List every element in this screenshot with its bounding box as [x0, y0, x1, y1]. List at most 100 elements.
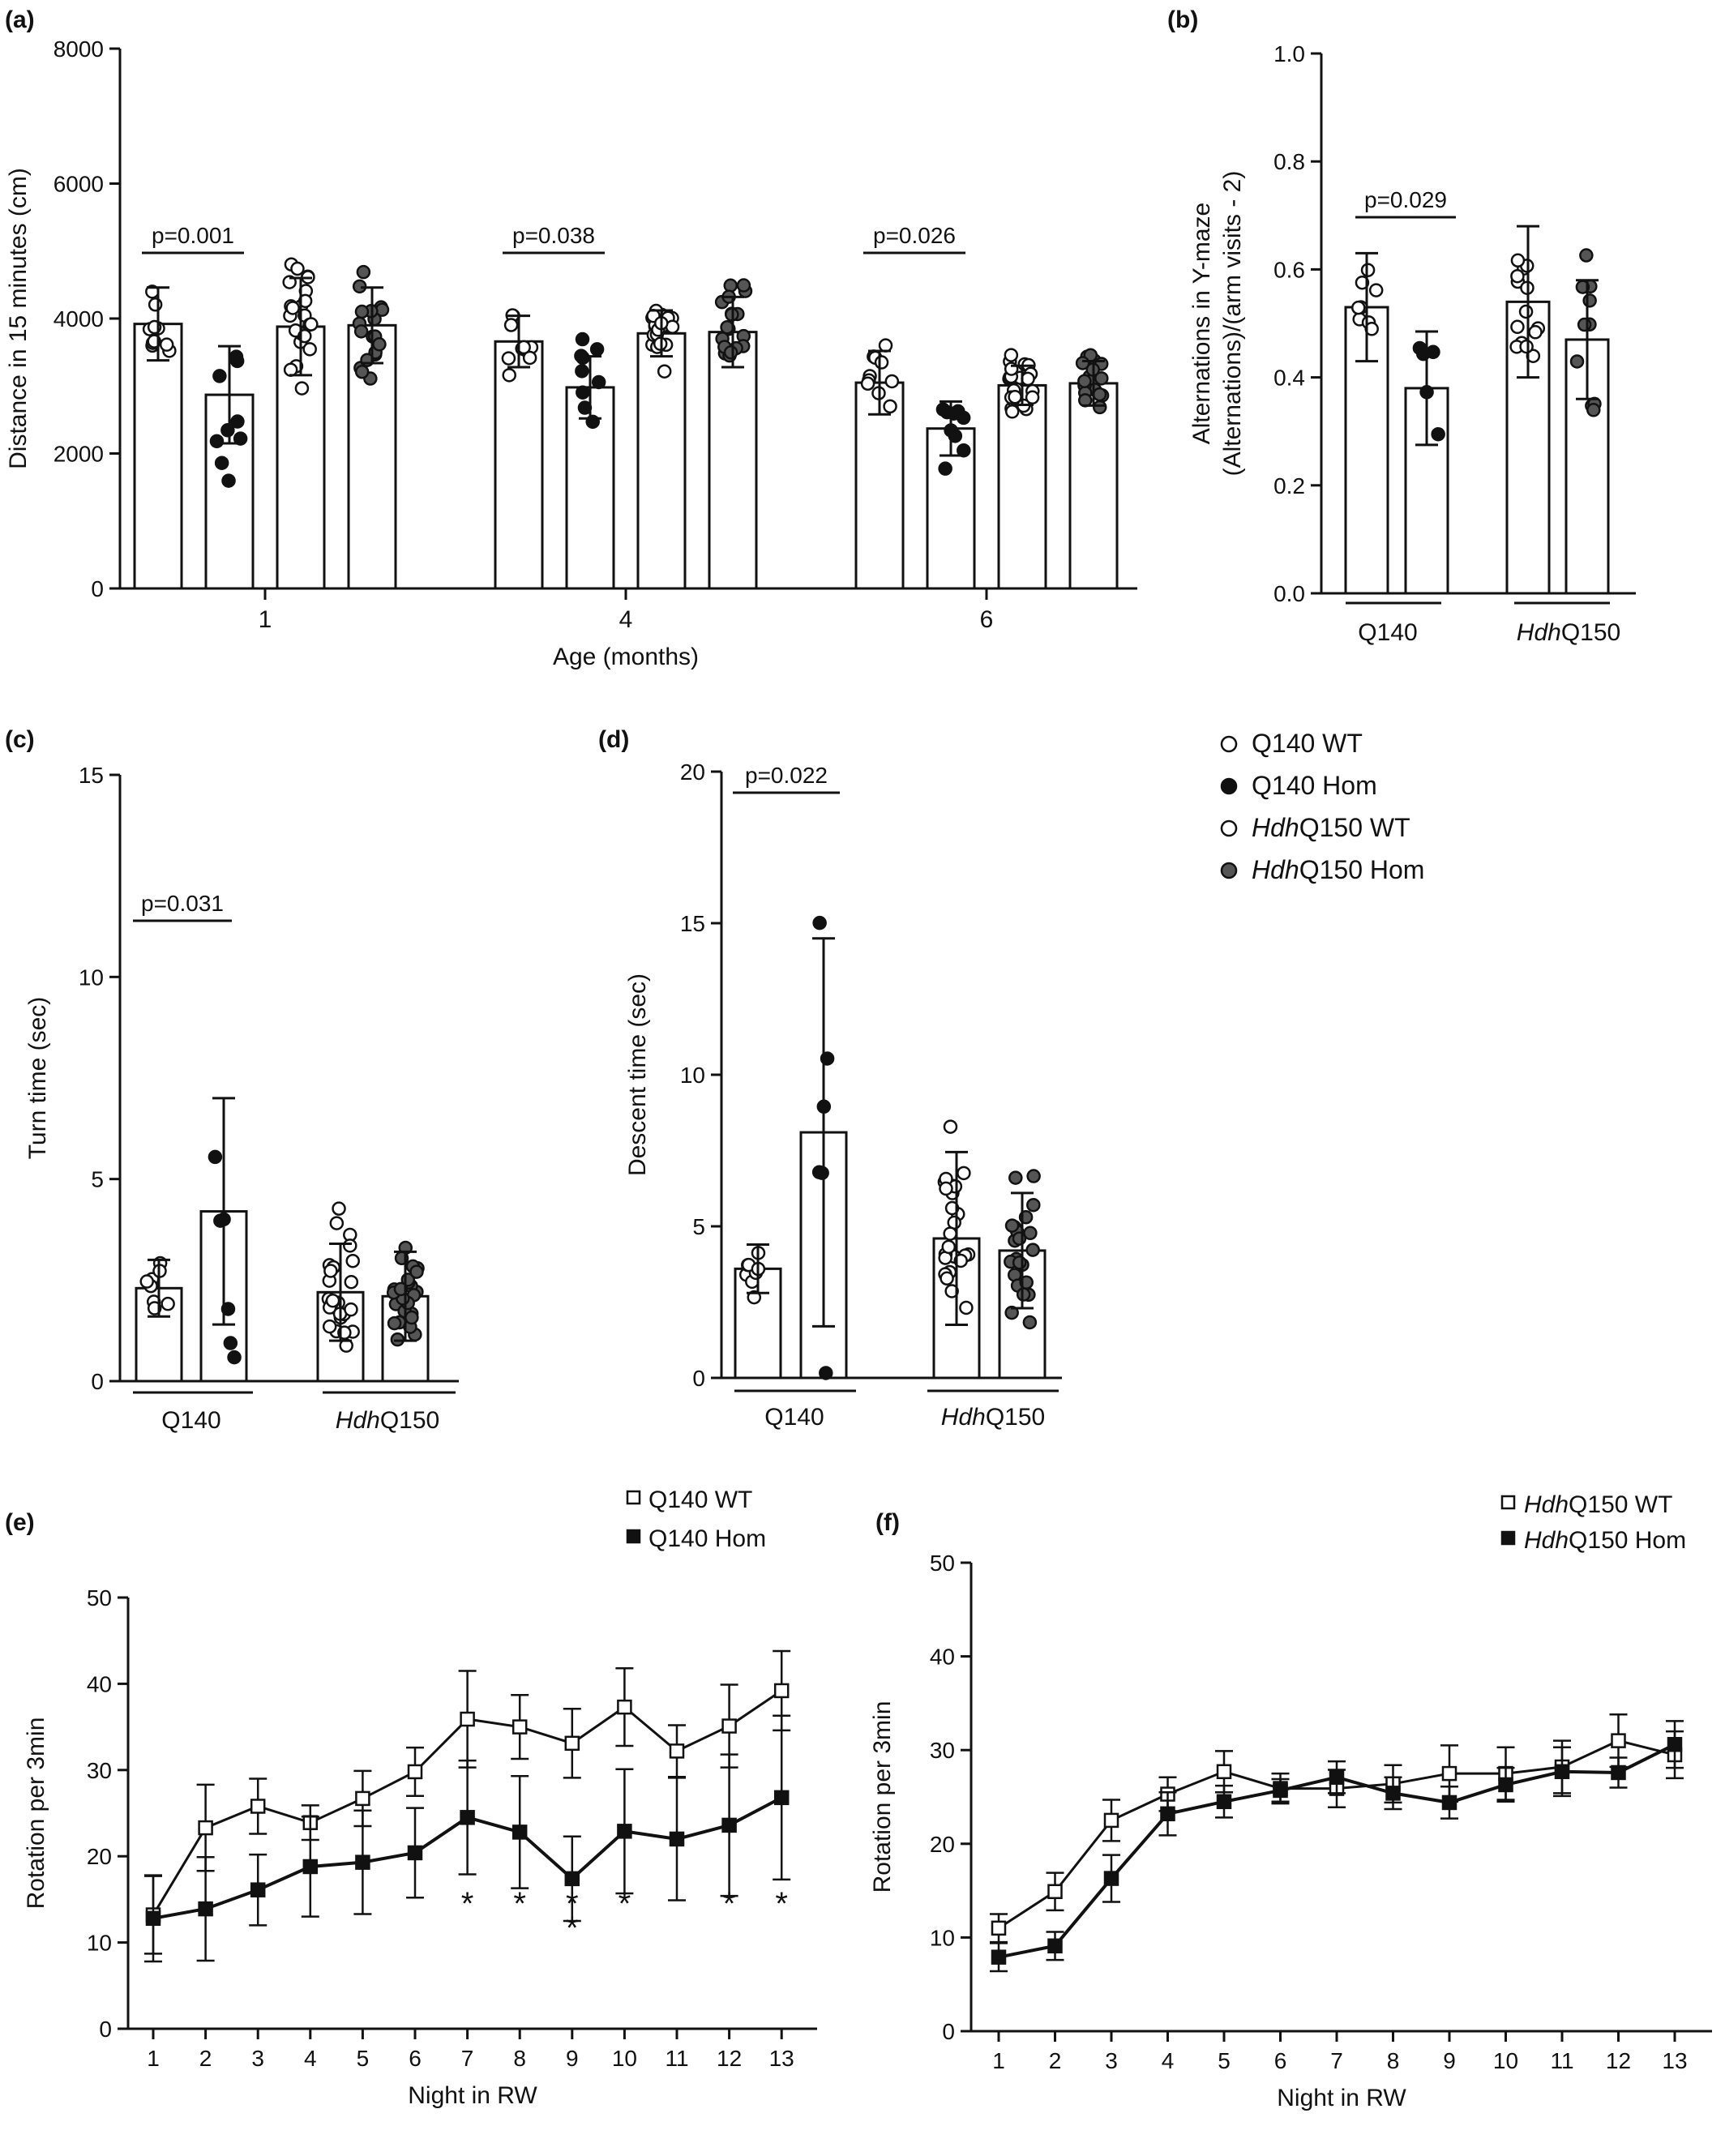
panel-a-point	[576, 350, 590, 366]
panel-a-point	[884, 374, 900, 389]
panel-a-y-tick-label: 0	[91, 576, 104, 601]
panel-c-group-label-q140: Q140	[161, 1407, 220, 1434]
panel-a-p-value: p=0.026	[873, 223, 956, 248]
panel-d-point	[944, 1200, 960, 1216]
panel-e-significance-star: *	[775, 1886, 788, 1922]
panel-e-x-tick-label: 5	[357, 2046, 370, 2071]
panel-a-point	[874, 355, 889, 370]
panel-d-ylabel: Descent time (sec)	[624, 973, 651, 1176]
panel-c-group-label-hdh: HdhQ150	[336, 1407, 439, 1434]
legend-f-label: HdhQ150 Hom	[1524, 1527, 1686, 1554]
panel-d-point	[1022, 1315, 1038, 1330]
panel-c-point	[345, 1253, 360, 1268]
panel-f-point	[1216, 1764, 1232, 1780]
panel-b: (b) 0.0 0.2 0.4 0.6 0.8 1.0 Alternations in Y-m…	[1167, 6, 1636, 646]
panel-f-x-tick-label: 3	[1105, 2048, 1118, 2073]
panel-e-x-tick-label: 7	[461, 2046, 474, 2071]
panel-f-point	[1103, 1871, 1119, 1886]
panel-a-point	[522, 350, 537, 366]
panel-f-point	[1216, 1794, 1232, 1810]
panel-e-point	[773, 1790, 790, 1806]
legend-cd: Q140 WT Q140 Hom HdhQ150 WT HdhQ150 Hom	[1220, 729, 1424, 884]
panel-a-letter: (a)	[5, 6, 35, 33]
panel-a-point	[957, 443, 971, 458]
legend-marker	[1220, 735, 1238, 753]
panel-f-point	[1441, 1795, 1457, 1811]
panel-f-x-tick-label: 7	[1330, 2048, 1343, 2073]
panel-b-point	[1510, 253, 1526, 268]
panel-d-group-label-hdh: HdhQ150	[941, 1404, 1045, 1431]
panel-c-point	[325, 1293, 340, 1308]
panel-a-point	[302, 342, 317, 357]
panel-a-point	[304, 317, 319, 332]
legend-e: Q140 WT Q140 Hom	[626, 1487, 766, 1552]
panel-c: (c) 0 5 10 15 Turn time (sec) Q140 HdhQ150 p=0.0…	[5, 726, 459, 1434]
panel-e-point	[355, 1854, 370, 1870]
panel-f-ylabel: Rotation per 3min	[869, 1701, 896, 1893]
panel-a-point	[229, 349, 244, 364]
panel-a-point	[883, 399, 897, 414]
panel-c-letter: (c)	[5, 726, 35, 753]
panel-a-point	[1077, 374, 1092, 388]
panel-f-point	[1047, 1884, 1063, 1900]
panel-c-point	[332, 1201, 346, 1216]
panel-e-point	[669, 1743, 685, 1759]
panel-c-point	[329, 1216, 345, 1230]
panel-d-point	[1004, 1305, 1019, 1320]
panel-e-y-tick-label: 50	[87, 1585, 112, 1611]
panel-e-point	[407, 1845, 423, 1861]
panel-f-letter: (f)	[875, 1509, 900, 1536]
panel-c-point	[344, 1274, 359, 1290]
legend-label: HdhQ150 WT	[1252, 813, 1410, 842]
panel-e-significance-star: *	[566, 1886, 579, 1922]
panel-c-point	[227, 1350, 242, 1365]
panel-a-point	[946, 406, 961, 421]
panel-d-point	[940, 1271, 954, 1286]
panel-a-y-tick-label: 2000	[54, 442, 104, 467]
legend-label: Q140 WT	[1252, 729, 1363, 758]
panel-e-significance-star: *	[619, 1886, 631, 1922]
panel-c-point	[220, 1302, 236, 1316]
panel-a-point	[1092, 400, 1107, 415]
panel-f-y-tick-label: 40	[930, 1645, 955, 1670]
panel-c-ylabel: Turn time (sec)	[24, 997, 51, 1160]
panel-a-point	[591, 374, 606, 390]
panel-d-point	[812, 915, 827, 930]
panel-d-y-tick-label: 5	[692, 1214, 705, 1239]
panel-a-point	[1092, 387, 1107, 402]
panel-a-y-tick-label: 4000	[54, 306, 104, 332]
panel-c-point	[139, 1274, 154, 1289]
panel-e-point	[512, 1719, 528, 1735]
panel-e-significance-star: *	[566, 1910, 579, 1946]
panel-d-point	[1012, 1231, 1027, 1246]
panel-a-point	[290, 261, 305, 276]
panel-e-x-tick-label: 12	[717, 2046, 742, 2071]
panel-f-x-tick-label: 12	[1606, 2048, 1631, 2073]
panel-d-point	[959, 1300, 974, 1315]
panel-c-y-tick-label: 5	[91, 1167, 104, 1192]
panel-b-point	[1569, 354, 1585, 369]
panel-e-x-tick-label: 4	[304, 2046, 317, 2071]
panel-a-point	[1004, 348, 1019, 362]
panel-d-y-tick-label: 10	[680, 1063, 705, 1088]
panel-b-y-tick-label: 0.4	[1273, 366, 1305, 391]
legend-label: HdhQ150 Hom	[1252, 855, 1424, 884]
panel-d-point	[944, 1284, 959, 1298]
panel-d-point	[819, 1366, 833, 1380]
panel-b-y-tick-label: 0.6	[1273, 257, 1305, 282]
panel-e-significance-star: *	[723, 1886, 736, 1922]
panel-f-point	[1329, 1769, 1345, 1785]
panel-c-point	[343, 1238, 357, 1253]
panel-e-point	[512, 1824, 528, 1840]
panel-e-point	[407, 1764, 423, 1780]
panel-e-x-tick-label: 6	[409, 2046, 422, 2071]
panel-a-point	[720, 319, 734, 335]
panel-c-point	[323, 1264, 338, 1278]
legend-f-marker	[1500, 1495, 1516, 1510]
panel-d: (d) 0 5 10 15 20 Descent time (sec) Q140 HdhQ150…	[598, 726, 1062, 1431]
panel-b-ylabel-line1: Alternations in Y-maze	[1188, 203, 1215, 445]
panel-b-y-tick-label: 0.0	[1273, 581, 1305, 606]
panel-a-point	[575, 332, 590, 347]
panel-c-p-value: p=0.031	[141, 891, 224, 916]
